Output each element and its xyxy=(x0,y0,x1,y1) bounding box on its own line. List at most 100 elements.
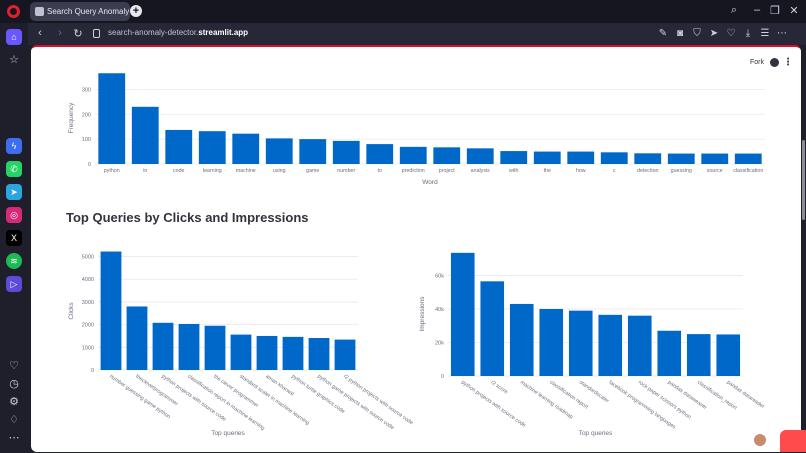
streamlit-badge[interactable] xyxy=(780,430,806,452)
shield-icon[interactable]: ⛉ xyxy=(693,28,701,39)
bar[interactable] xyxy=(667,153,695,164)
bar[interactable] xyxy=(634,153,662,164)
heart-icon[interactable]: ♡ xyxy=(9,360,19,372)
avatar[interactable] xyxy=(752,432,768,448)
bar[interactable] xyxy=(716,334,741,376)
y-tick-label: 300 xyxy=(82,87,91,93)
bar[interactable] xyxy=(265,138,293,164)
settings-icon[interactable]: ☰ xyxy=(760,28,770,39)
bar[interactable] xyxy=(399,146,427,164)
main-menu-icon[interactable]: ⋮ xyxy=(783,57,793,68)
edit-icon[interactable]: ✎ xyxy=(658,28,668,39)
bar[interactable] xyxy=(509,303,534,376)
bar[interactable] xyxy=(232,133,260,164)
bar[interactable] xyxy=(366,144,394,164)
search-icon[interactable]: ⌕ xyxy=(730,4,738,16)
spotify-icon[interactable]: ≋ xyxy=(6,253,22,269)
bar[interactable] xyxy=(450,252,475,376)
home-icon[interactable]: ⌂ xyxy=(6,29,22,45)
maximize-icon[interactable]: ❐ xyxy=(770,5,780,17)
bar[interactable] xyxy=(178,323,200,370)
download-icon[interactable]: ⤓ xyxy=(745,28,751,39)
x-tick-label: analysis xyxy=(471,168,490,174)
x-tick-label: learning xyxy=(203,168,222,174)
minimize-icon[interactable]: – xyxy=(753,4,761,16)
url-host: search-anomaly-detector. xyxy=(108,28,199,37)
github-icon[interactable] xyxy=(770,58,779,67)
bar[interactable] xyxy=(466,148,494,164)
bar[interactable] xyxy=(131,106,159,164)
new-tab-icon[interactable]: + xyxy=(130,5,142,17)
bar[interactable] xyxy=(308,338,330,370)
url-domain: streamlit.app xyxy=(198,28,249,37)
bar[interactable] xyxy=(533,151,561,164)
settings-icon[interactable]: ⚙ xyxy=(9,396,19,408)
bar[interactable] xyxy=(686,334,711,376)
bar[interactable] xyxy=(734,153,762,164)
telegram-icon[interactable]: ➤ xyxy=(6,184,22,200)
bar[interactable] xyxy=(282,336,304,370)
bar[interactable] xyxy=(433,147,461,164)
reload-icon[interactable]: ↻ xyxy=(73,28,83,40)
tab-favicon-icon xyxy=(35,7,44,16)
y-axis-label: Impressions xyxy=(419,296,426,332)
bar[interactable] xyxy=(539,308,564,376)
x-tick-label: prediction xyxy=(402,168,425,174)
bar[interactable] xyxy=(299,139,327,164)
instagram-icon[interactable]: ◎ xyxy=(6,207,22,223)
more-icon[interactable]: ⋯ xyxy=(8,432,20,444)
lightbulb-icon[interactable]: ♢ xyxy=(9,414,19,426)
bar[interactable] xyxy=(100,251,122,370)
bar[interactable] xyxy=(204,325,226,370)
bar[interactable] xyxy=(198,131,226,164)
bar[interactable] xyxy=(701,153,729,164)
bar[interactable] xyxy=(98,73,126,164)
bar[interactable] xyxy=(126,306,148,370)
y-tick-label: 0 xyxy=(91,368,94,374)
star-icon[interactable]: ☆ xyxy=(9,54,19,66)
bar[interactable] xyxy=(568,310,593,376)
player-icon[interactable]: ▷ xyxy=(6,276,22,292)
close-icon[interactable]: ✕ xyxy=(789,5,799,17)
heart-icon[interactable]: ♡ xyxy=(726,28,736,39)
extensions-icon[interactable]: ⋯ xyxy=(777,28,787,39)
x-icon[interactable]: X xyxy=(6,230,22,246)
y-tick-label: 100 xyxy=(82,137,91,143)
x-tick-label: python xyxy=(104,168,120,174)
camera-icon[interactable]: ◙ xyxy=(676,28,684,39)
forward-icon[interactable]: › xyxy=(58,27,62,39)
y-tick-label: 5000 xyxy=(82,255,94,261)
messenger-icon[interactable]: ϟ xyxy=(6,138,22,154)
back-icon[interactable]: ‹ xyxy=(38,27,42,39)
bar[interactable] xyxy=(152,322,174,370)
x-tick-label: code xyxy=(173,168,185,174)
bar[interactable] xyxy=(334,339,356,370)
bar[interactable] xyxy=(500,151,528,164)
x-tick-label: source xyxy=(707,168,723,174)
bar[interactable] xyxy=(567,151,595,164)
x-tick-label: project xyxy=(439,168,455,174)
bar[interactable] xyxy=(600,152,628,164)
history-icon[interactable]: ◷ xyxy=(9,378,19,390)
active-tab[interactable]: Search Query Anomaly Dete xyxy=(30,2,130,21)
bar[interactable] xyxy=(627,315,652,376)
bar[interactable] xyxy=(165,129,193,164)
url-field[interactable]: search-anomaly-detector.streamlit.app xyxy=(108,28,248,37)
whatsapp-icon[interactable]: ✆ xyxy=(6,161,22,177)
bar[interactable] xyxy=(480,281,505,376)
send-icon[interactable]: ➤ xyxy=(709,28,719,39)
page-scrollbar[interactable] xyxy=(802,140,805,220)
bar[interactable] xyxy=(256,335,278,370)
x-tick-label: guessing xyxy=(671,168,692,174)
bar[interactable] xyxy=(332,140,360,164)
bar[interactable] xyxy=(657,330,682,376)
x-tick-label: the clever programmer xyxy=(212,374,259,410)
x-axis-label: Top queries xyxy=(211,430,245,437)
x-axis-label: Word xyxy=(422,179,438,186)
x-tick-label: python turtle graphics code xyxy=(290,374,346,415)
y-tick-label: 20k xyxy=(435,340,444,346)
bar[interactable] xyxy=(598,314,623,376)
bar[interactable] xyxy=(230,334,252,370)
opera-logo[interactable] xyxy=(7,5,20,18)
fork-button[interactable]: Fork xyxy=(750,59,764,66)
